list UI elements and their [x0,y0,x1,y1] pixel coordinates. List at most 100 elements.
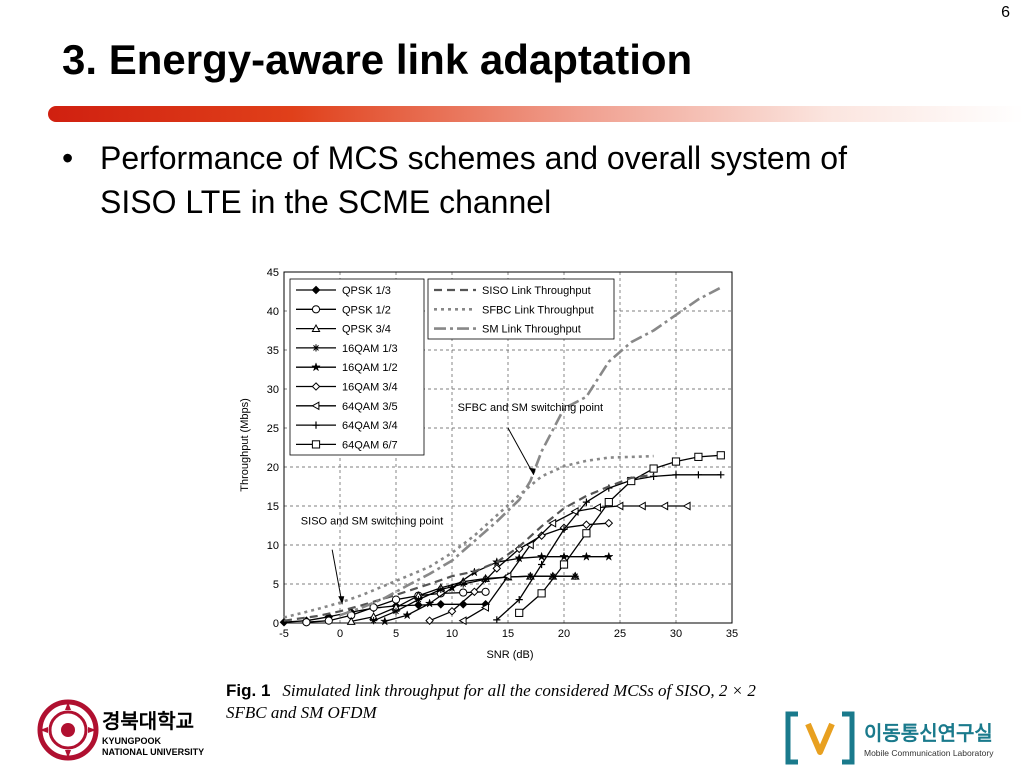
data-point-16qam-1-3 [414,596,422,604]
annotation-siso-sm-switching: SISO and SM switching point [301,516,443,528]
data-point-64qam-3-5 [660,501,669,511]
y-tick-label: 15 [267,501,279,513]
data-point-16qam-3-4 [492,564,502,573]
y-axis-label: Throughput (Mbps) [239,398,251,492]
annotation-arrowhead [528,467,536,475]
legend-label: SISO Link Throughput [482,285,591,297]
bullet-marker: • [62,140,74,176]
legend-label: 16QAM 1/3 [342,343,398,355]
data-point-64qam-3-4 [560,525,568,533]
legend-label: 64QAM 3/4 [342,420,398,432]
series-line-64qam-6-7 [518,454,721,614]
data-point-64qam-3-4 [515,596,523,604]
x-tick-label: 35 [726,628,738,640]
y-tick-label: 25 [267,423,279,435]
data-point-16qam-3-4 [447,606,457,616]
legend-label: SM Link Throughput [482,324,581,336]
data-point-qpsk-1-2 [369,603,378,612]
slide-title: 3. Energy-aware link adaptation [62,36,693,83]
data-point-16qam-1-2 [603,551,614,561]
data-point-64qam-3-5 [592,503,601,513]
annotation-arrowhead [338,596,345,605]
data-point-64qam-3-4 [650,472,658,480]
data-point-16qam-3-4 [537,531,546,540]
figure-label: Fig. 1 [226,681,271,700]
legend-marker [311,362,321,372]
legend-mcs: QPSK 1/3 QPSK 1/2 QPSK 3/4 16QAM 1/3 16QAM 1… [289,278,425,456]
data-point-16qam-3-4 [425,616,434,625]
x-axis-label: SNR (dB) [486,649,533,661]
legend-marker [312,421,320,429]
data-point-64qam-3-4 [717,471,725,479]
figure-caption: Fig. 1 Simulated link throughput for all … [226,680,766,724]
legend-label: 16QAM 3/4 [342,382,398,394]
data-point-64qam-3-4 [493,616,501,624]
series-line-16qam-1-3 [373,575,576,622]
legend-link-throughput: SISO Link Throughput SFBC Link Throughput… [427,278,615,340]
x-tick-label: 15 [502,628,514,640]
data-point-16qam-3-4 [470,587,479,597]
legend-label: 64QAM 6/7 [342,439,398,451]
series-line-sfbc-link-throughput [283,454,654,619]
annotation-arrow-line [507,427,535,476]
series-64qam-6-7 [515,451,725,617]
data-point-64qam-3-5 [682,501,691,511]
legend-label: SFBC Link Throughput [482,304,594,316]
y-tick-label: 5 [273,579,279,591]
data-point-16qam-1-3 [370,617,378,625]
legend-label: QPSK 1/2 [342,304,391,316]
data-point-qpsk-1-2 [481,587,490,596]
data-point-16qam-1-3 [437,585,445,594]
legend-marker [311,401,320,411]
data-point-64qam-3-4 [672,471,680,479]
title-underline-bar [48,106,1024,122]
annotation-sfbc-sm-switching: SFBC and SM switching point [458,402,604,414]
legend-marker [311,440,321,449]
data-point-16qam-1-2 [447,582,457,593]
legend-marker [312,344,320,352]
data-point-16qam-1-2 [536,551,547,561]
y-tick-label: 30 [267,384,279,396]
data-point-64qam-3-4 [582,498,590,506]
x-tick-label: -5 [279,628,289,640]
x-tick-label: 0 [337,628,343,640]
legend-marker [311,382,321,391]
data-point-64qam-6-7 [515,608,524,617]
bullet-item: • Performance of MCS schemes and overall… [62,136,902,224]
knu-name-english-line2: NATIONAL UNIVERSITY [102,747,204,757]
data-point-64qam-3-4 [694,471,702,479]
data-point-16qam-1-3 [549,572,557,580]
data-point-16qam-1-2 [559,551,569,561]
lab-name-korean: 이동통신연구실 [864,721,993,745]
data-point-64qam-6-7 [694,452,703,461]
page-number: 6 [1001,4,1010,21]
data-point-64qam-3-5 [458,616,467,626]
y-tick-label: 20 [267,462,279,474]
knu-name-english-line1: KYUNGPOOK [102,736,162,746]
knu-emblem-icon [37,699,99,761]
lab-name-english: Mobile Communication Laboratory [864,748,994,758]
data-point-16qam-3-4 [514,544,524,554]
y-tick-label: 0 [273,618,279,630]
series-sm-link-throughput [339,286,722,617]
data-point-qpsk-3-4 [346,616,356,625]
data-point-16qam-3-4 [604,518,614,528]
legend-label: QPSK 3/4 [342,324,391,336]
legend-marker [311,323,321,332]
data-point-16qam-1-2 [379,616,390,626]
legend-marker [311,305,321,314]
x-tick-label: 5 [393,628,399,640]
y-tick-label: 10 [267,540,279,552]
legend-label: 64QAM 3/5 [342,401,398,413]
knu-name-korean: 경북대학교 [102,709,194,733]
series-line-qpsk-1-3 [283,603,486,623]
data-point-qpsk-1-2 [302,618,311,627]
x-tick-label: 10 [446,628,458,640]
x-tick-label: 20 [558,628,570,640]
figure-caption-text: Simulated link throughput for all the co… [226,681,756,722]
data-point-64qam-3-5 [637,501,646,511]
series-sfbc-link-throughput [283,454,654,619]
data-point-16qam-1-2 [581,551,592,561]
legend-marker [311,285,321,295]
